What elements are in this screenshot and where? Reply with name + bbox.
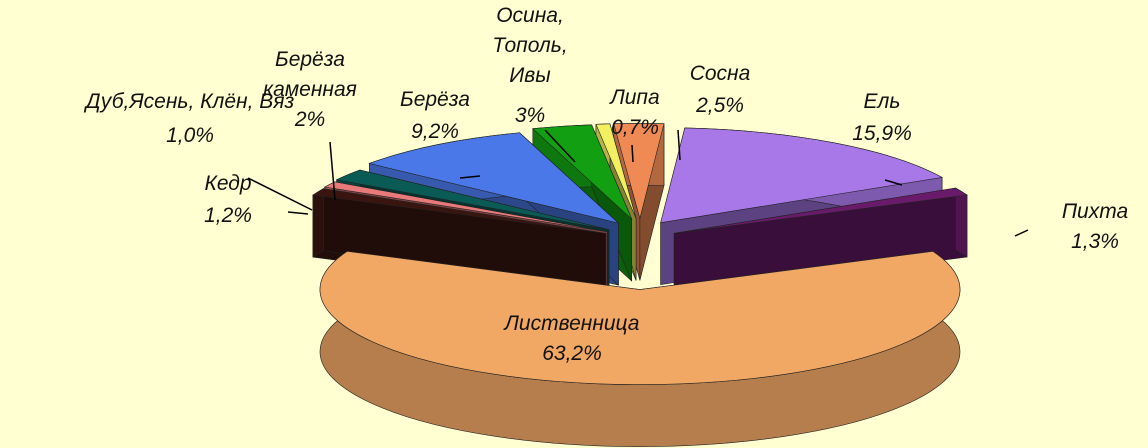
slice-label: Пихта bbox=[1062, 200, 1128, 223]
value-label: 1,3% bbox=[1071, 230, 1119, 253]
label-line: Лиственница bbox=[503, 312, 640, 335]
slice-top bbox=[368, 132, 620, 224]
slice-label: Дуб,Ясень, Клён, Вяз bbox=[84, 90, 295, 113]
slice-top bbox=[335, 169, 610, 230]
value-label: 9,2% bbox=[411, 120, 459, 143]
leader-line bbox=[631, 144, 634, 163]
slice-top bbox=[312, 188, 606, 234]
label-line: Ивы bbox=[509, 64, 551, 87]
slice-label: Берёза каменная bbox=[263, 48, 357, 101]
leader-line bbox=[544, 129, 576, 163]
value-label: 2% bbox=[294, 108, 325, 131]
slice-top bbox=[319, 251, 961, 385]
label-line: Липа bbox=[608, 86, 659, 109]
slice-label: Лиственница bbox=[503, 312, 640, 335]
leader-line bbox=[677, 129, 681, 161]
slice-label: Кедр bbox=[204, 172, 251, 195]
slice-top bbox=[660, 127, 943, 224]
value-label: 3% bbox=[515, 104, 545, 127]
value-label: 0,7% bbox=[611, 116, 659, 139]
leader-line bbox=[287, 211, 309, 215]
slice-label: Сосна bbox=[690, 62, 751, 85]
value-label: 2,5% bbox=[695, 94, 744, 117]
label-line: Дуб,Ясень, Клён, Вяз bbox=[84, 90, 295, 113]
label-line: Берёза bbox=[275, 48, 345, 71]
slice-wall bbox=[312, 188, 324, 258]
slice-top bbox=[532, 124, 632, 220]
label-line: Тополь, bbox=[492, 34, 567, 57]
slice-top bbox=[323, 181, 608, 233]
value-label: 1,2% bbox=[204, 204, 252, 227]
leader-line bbox=[329, 141, 336, 201]
slice-label: Берёза bbox=[400, 88, 470, 111]
value-label: 15,9% bbox=[852, 122, 912, 145]
label-line: каменная bbox=[263, 78, 357, 101]
label-line: Ель bbox=[864, 90, 901, 113]
slice bbox=[319, 250, 961, 447]
leader-line bbox=[1014, 229, 1029, 237]
slice-top bbox=[674, 187, 968, 234]
slice-label: Липа bbox=[608, 86, 659, 109]
slice-top bbox=[613, 123, 665, 220]
leader-line bbox=[247, 177, 313, 211]
slice-label: Ель bbox=[864, 90, 901, 113]
value-label: 63,2% bbox=[542, 342, 602, 365]
label-line: Пихта bbox=[1062, 200, 1128, 223]
slice-label: Осина, Тополь, Ивы bbox=[492, 4, 567, 87]
label-line: Берёза bbox=[400, 88, 470, 111]
label-line: Сосна bbox=[690, 62, 751, 85]
value-label: 1,0% bbox=[166, 124, 214, 147]
leader-line bbox=[459, 175, 481, 179]
slice-wall bbox=[955, 187, 968, 258]
slice-top bbox=[595, 123, 637, 219]
label-line: Осина, bbox=[496, 4, 564, 27]
label-line: Кедр bbox=[204, 172, 251, 195]
leader-line bbox=[884, 179, 903, 186]
